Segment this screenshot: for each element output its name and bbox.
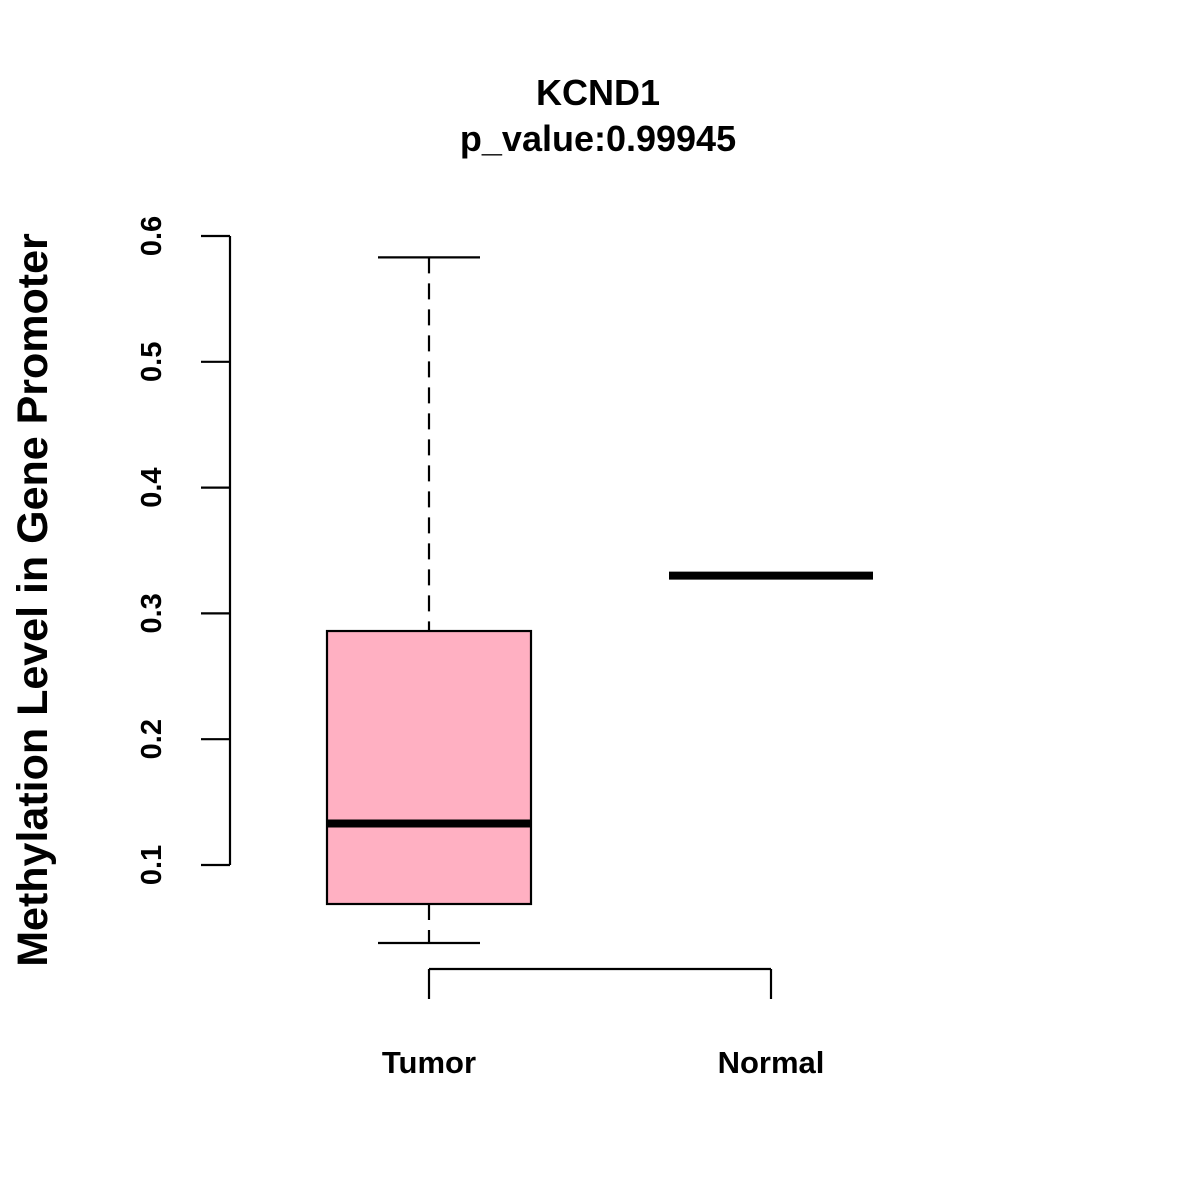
- x-tick-label: Tumor: [382, 1045, 476, 1080]
- box-tumor: [325, 256, 533, 945]
- x-tick-label: Normal: [718, 1045, 825, 1080]
- x-axis: Tumor Normal: [382, 967, 825, 1080]
- y-tick-label: 0.2: [136, 719, 168, 759]
- y-axis-label: Methylation Level in Gene Promoter: [9, 233, 57, 967]
- y-axis: 0.1 0.2 0.3 0.4 0.5 0.6: [136, 216, 232, 885]
- y-tick-label: 0.1: [136, 845, 168, 885]
- y-tick-label: 0.3: [136, 593, 168, 633]
- boxes: [325, 256, 873, 945]
- y-tick-label: 0.4: [136, 467, 168, 507]
- y-tick-label: 0.6: [136, 216, 168, 256]
- box-body: [325, 629, 533, 906]
- chart-title: KCND1: [536, 72, 660, 113]
- y-tick-label: 0.5: [136, 342, 168, 382]
- chart-subtitle: p_value:0.99945: [460, 118, 736, 159]
